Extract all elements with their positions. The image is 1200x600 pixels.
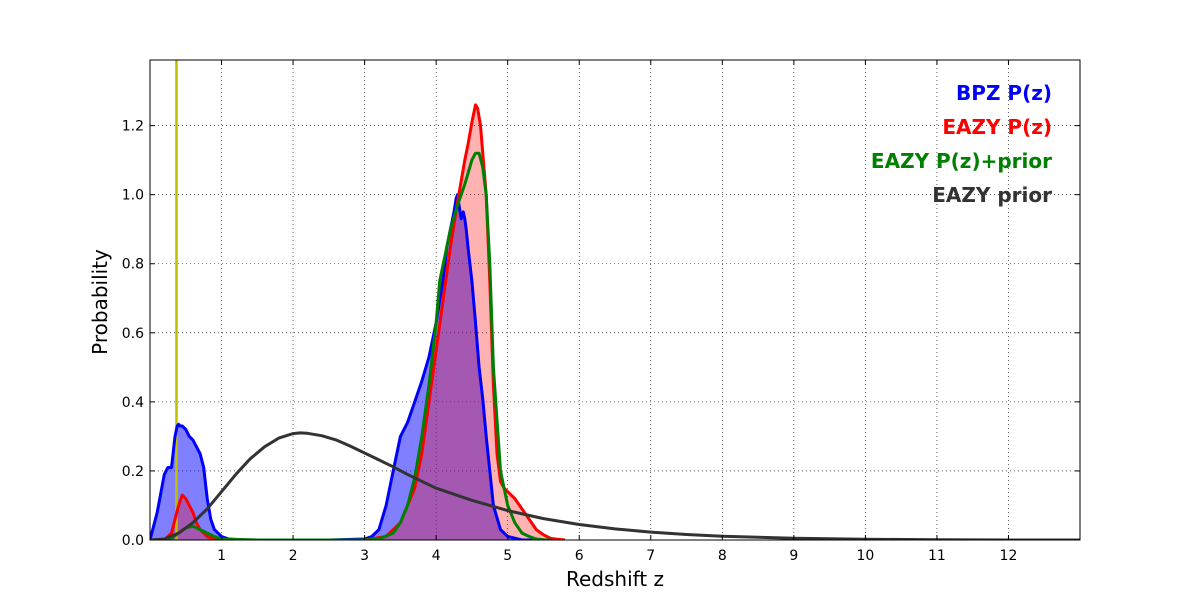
x-tick-label: 3 bbox=[360, 548, 369, 564]
x-tick-label: 12 bbox=[1000, 548, 1018, 564]
legend: BPZ P(z) EAZY P(z) EAZY P(z)+prior EAZY pri… bbox=[871, 81, 1052, 207]
x-tick-label: 8 bbox=[718, 548, 727, 564]
grid bbox=[150, 60, 1080, 540]
y-tick-label: 0.6 bbox=[122, 326, 144, 342]
series-lines bbox=[150, 103, 1080, 540]
x-tick-label: 9 bbox=[789, 548, 798, 564]
series-line-2 bbox=[150, 151, 551, 540]
x-axis-title: Redshift z bbox=[566, 567, 664, 591]
x-tick-label: 5 bbox=[503, 548, 512, 564]
series-line-3 bbox=[150, 431, 1080, 540]
y-tick-label: 1.0 bbox=[122, 188, 144, 204]
y-tick-label: 0.4 bbox=[122, 395, 144, 411]
legend-entry: EAZY P(z) bbox=[942, 115, 1052, 139]
x-tick-label: 7 bbox=[646, 548, 655, 564]
y-tick-label: 0.8 bbox=[122, 257, 144, 273]
series-line-1 bbox=[150, 103, 566, 540]
x-tick-label: 10 bbox=[856, 548, 874, 564]
legend-entry: BPZ P(z) bbox=[956, 81, 1052, 105]
series-line-0 bbox=[150, 193, 544, 540]
plot-frame bbox=[149, 59, 1081, 541]
legend-entry: EAZY prior bbox=[932, 183, 1052, 207]
x-tick-label: 1 bbox=[217, 548, 226, 564]
x-tick-label: 11 bbox=[928, 548, 946, 564]
y-tick-label: 1.2 bbox=[122, 119, 144, 135]
axis-ticks: 1 2 3 4 5 6 7 8 9 10 11 120.00.20.40.60.81.01.2 bbox=[122, 60, 1080, 564]
legend-entry: EAZY P(z)+prior bbox=[871, 149, 1052, 173]
x-tick-label: 4 bbox=[432, 548, 441, 564]
y-axis-title: Probability bbox=[88, 249, 112, 355]
y-tick-label: 0.2 bbox=[122, 464, 144, 480]
x-tick-label: 6 bbox=[575, 548, 584, 564]
y-tick-label: 0.0 bbox=[122, 533, 144, 549]
x-tick-label: 2 bbox=[289, 548, 298, 564]
